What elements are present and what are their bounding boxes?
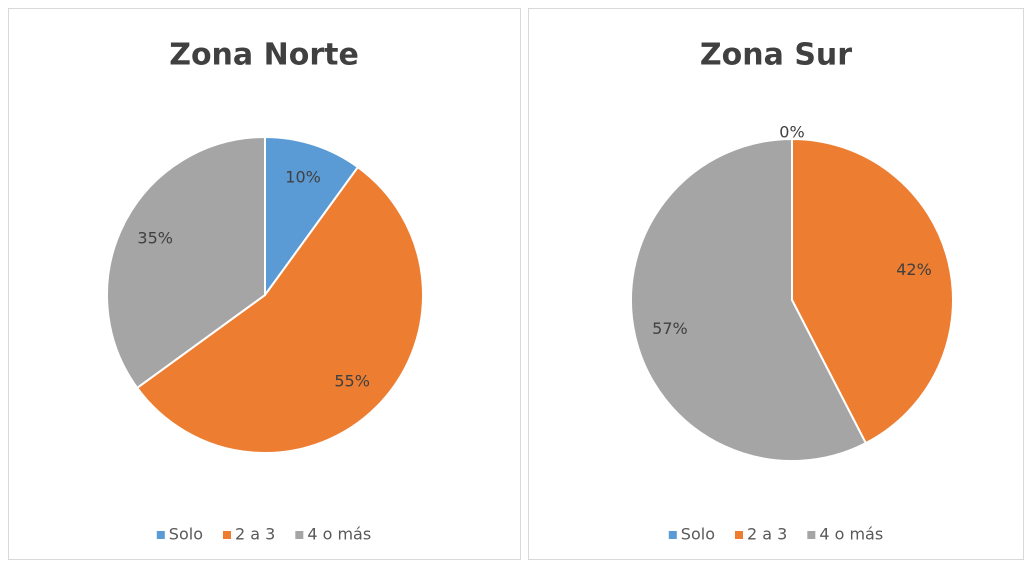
legend-label: 4 o más	[307, 525, 371, 544]
legend-label: Solo	[169, 525, 203, 544]
legend-label: Solo	[681, 525, 715, 544]
data-label: 10%	[285, 167, 321, 186]
chart-title: Zona Sur	[700, 38, 852, 73]
legend-swatch	[668, 531, 677, 539]
data-label: 57%	[652, 319, 688, 338]
pie-slice	[791, 137, 954, 445]
legend-label: 2 a 3	[235, 525, 275, 544]
data-label: 0%	[779, 123, 804, 142]
legend-swatch	[295, 531, 304, 539]
legend-label: 2 a 3	[747, 525, 787, 544]
legend-swatch	[222, 531, 231, 539]
pie-slice	[630, 137, 868, 462]
pie-slice	[106, 135, 266, 390]
legend-swatch	[156, 531, 165, 539]
data-label: 55%	[334, 372, 370, 391]
legend-swatch	[734, 531, 743, 539]
legend-label: 4 o más	[819, 525, 883, 544]
legend-swatch	[807, 531, 816, 539]
chart-title: Zona Norte	[169, 38, 359, 73]
data-label: 35%	[137, 229, 173, 248]
pie-slice	[135, 165, 424, 454]
pie-slice	[264, 135, 360, 299]
data-label: 42%	[896, 260, 932, 279]
